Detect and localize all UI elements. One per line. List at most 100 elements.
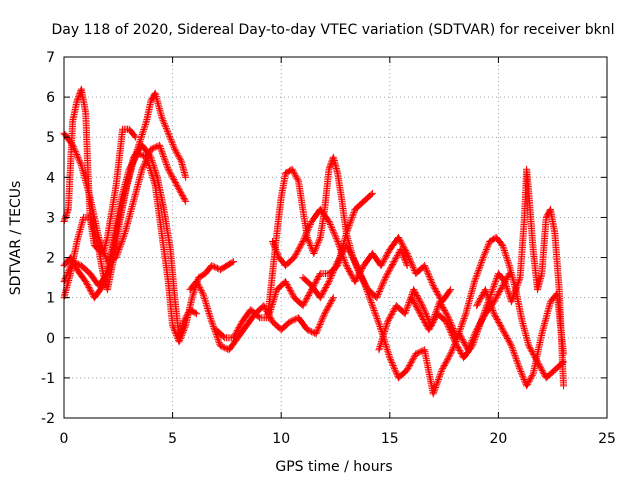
- data-point-markers: [316, 279, 332, 302]
- data-point-markers: [182, 197, 190, 205]
- data-point-markers: [312, 311, 328, 338]
- data-point-markers: [73, 215, 87, 245]
- data-point-markers: [67, 254, 80, 272]
- data-point-markers: [164, 165, 180, 188]
- plot-frame: [63, 56, 608, 419]
- data-point-markers: [269, 238, 282, 260]
- data-point-markers: [529, 332, 545, 378]
- data-point-markers: [560, 350, 568, 358]
- data-point-markers: [397, 246, 410, 268]
- data-point-markers: [134, 149, 149, 161]
- data-point-markers: [112, 191, 128, 237]
- data-point-markers: [460, 343, 475, 362]
- data-point-markers: [499, 326, 515, 348]
- y-tick-label: -1: [41, 371, 55, 387]
- data-point-markers: [216, 342, 232, 353]
- data-point-markers: [368, 189, 376, 197]
- data-point-markers: [438, 351, 454, 374]
- data-point-markers: [360, 191, 375, 205]
- data-point-markers: [403, 250, 419, 276]
- data-point-markers: [77, 85, 89, 115]
- data-point-markers: [147, 153, 161, 180]
- data-point-markers: [229, 258, 237, 266]
- y-tick-label: 1: [46, 291, 55, 307]
- data-point-markers: [166, 246, 179, 300]
- data-point-markers: [342, 242, 358, 264]
- data-point-markers: [156, 141, 172, 172]
- data-point-markers: [299, 274, 314, 288]
- data-point-markers: [143, 153, 159, 188]
- x-tick-label: 25: [598, 431, 616, 447]
- series-PRN-e: [60, 149, 237, 346]
- data-point-markers: [93, 234, 107, 276]
- data-point-markers: [117, 167, 133, 205]
- data-point-markers: [382, 259, 397, 282]
- data-point-markers: [542, 367, 558, 382]
- data-point-markers: [384, 303, 399, 326]
- data-point-markers: [158, 230, 172, 284]
- data-point-markers: [295, 177, 307, 212]
- data-point-markers: [175, 323, 189, 346]
- x-tick-label: 5: [168, 431, 177, 447]
- data-point-markers: [375, 319, 391, 354]
- y-tick-labels: -2 -1 0 1 2 3 4 5 6 7: [41, 50, 55, 427]
- data-point-markers: [182, 173, 190, 181]
- data-point-markers: [153, 173, 168, 212]
- data-point-markers: [216, 262, 230, 274]
- data-point-markers: [325, 259, 341, 286]
- data-point-markers: [73, 266, 89, 284]
- data-point-markers: [436, 298, 452, 320]
- data-point-markers: [434, 310, 449, 325]
- y-tick-label: 0: [46, 331, 55, 347]
- data-point-markers: [247, 306, 262, 321]
- data-point-markers: [286, 314, 301, 326]
- data-point-markers: [360, 278, 376, 308]
- data-point-markers: [69, 99, 81, 125]
- data-point-markers: [377, 247, 393, 270]
- data-point-markers: [277, 319, 293, 334]
- data-point-markers: [121, 199, 137, 237]
- series-PRN-h: [264, 153, 411, 318]
- data-point-markers: [395, 234, 410, 256]
- data-point-markers: [547, 205, 559, 236]
- data-point-markers: [329, 294, 337, 302]
- data-point-markers: [386, 354, 402, 380]
- data-point-markers: [193, 278, 206, 296]
- data-point-markers: [173, 181, 189, 204]
- data-point-markers: [282, 278, 297, 300]
- data-point-markers: [151, 89, 165, 119]
- data-point-markers: [560, 382, 568, 390]
- data-point-markers: [132, 133, 140, 141]
- x-tick-label: 20: [489, 431, 507, 447]
- data-point-markers: [507, 275, 523, 306]
- data-point-markers: [223, 258, 236, 270]
- data-point-markers: [534, 271, 545, 294]
- y-tick-label: 7: [46, 50, 55, 66]
- data-point-markers: [112, 127, 126, 189]
- data-point-markers: [158, 113, 172, 136]
- data-point-markers: [499, 242, 513, 268]
- data-point-markers: [175, 319, 187, 342]
- data-point-markers: [99, 235, 111, 257]
- data-points: [60, 85, 568, 398]
- data-point-markers: [447, 286, 455, 294]
- data-point-markers: [525, 189, 537, 252]
- data-point-markers: [299, 287, 315, 310]
- data-point-markers: [125, 151, 141, 173]
- data-point-markers: [553, 290, 567, 356]
- data-point-markers: [351, 258, 367, 284]
- data-point-markers: [442, 318, 458, 344]
- data-point-markers: [321, 167, 333, 213]
- data-point-markers: [338, 197, 350, 236]
- data-point-markers: [429, 368, 445, 398]
- data-point-markers: [403, 351, 419, 374]
- data-point-markers: [334, 169, 346, 204]
- data-point-markers: [490, 283, 506, 306]
- x-tick-label: 10: [272, 431, 290, 447]
- y-axis-label: SDTVAR / TECUs: [8, 181, 24, 296]
- y-tick-label: 3: [46, 210, 55, 226]
- axis-ticks: [63, 56, 608, 419]
- data-point-markers: [77, 262, 93, 276]
- data-point-markers: [310, 235, 324, 257]
